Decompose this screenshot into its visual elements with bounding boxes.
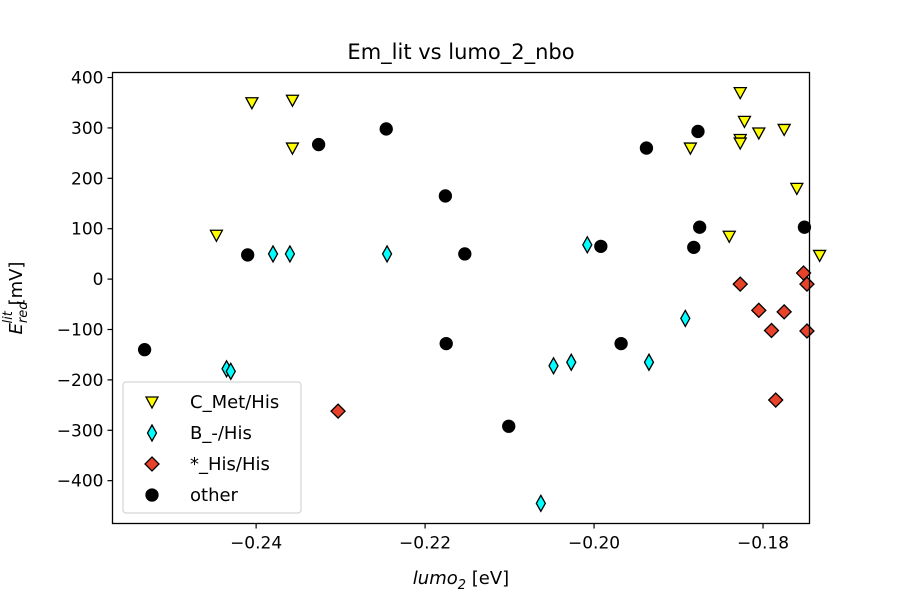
y-tick-label: 400 [71, 69, 103, 89]
x-tick-label: −0.20 [568, 534, 620, 554]
chart-title: Em_lit vs lumo_2_nbo [347, 40, 574, 65]
data-point-c-met-his [789, 182, 804, 196]
y-tick-label: −100 [57, 320, 104, 340]
data-point-his-his [799, 276, 815, 293]
data-point-b-his [535, 494, 547, 513]
plot-area [137, 87, 827, 513]
legend-label: C_Met/His [190, 392, 279, 413]
data-point-b-his [643, 352, 655, 372]
legend-marker [144, 396, 160, 410]
data-point-b-his [225, 361, 237, 381]
x-axis: −0.24 −0.22 −0.20 −0.18 [230, 523, 789, 554]
legend-label: B_-/His [190, 423, 252, 444]
y-axis-label-sup: lit [1, 310, 16, 323]
legend-label: *_His/His [190, 454, 270, 475]
data-point-other [614, 336, 628, 351]
data-point-his-his [767, 392, 784, 408]
y-tick-label: −400 [57, 472, 104, 492]
data-point-other [311, 137, 326, 152]
data-point-c-met-his [777, 123, 792, 137]
data-point-b-his [284, 244, 296, 264]
legend-marker [144, 456, 160, 472]
data-point-c-met-his [812, 249, 827, 263]
legend-label: other [190, 485, 239, 506]
y-axis-label-unit: [mV] [6, 262, 27, 312]
data-point-b-his [566, 352, 577, 372]
legend-marker [146, 423, 158, 443]
data-point-his-his [799, 323, 815, 339]
data-point-his-his [732, 276, 749, 293]
x-axis-label-sub: 2 [458, 578, 466, 593]
data-point-other [438, 189, 453, 203]
data-point-b-his [582, 235, 593, 255]
x-tick-label: −0.22 [399, 534, 451, 554]
data-point-c-met-his [285, 94, 300, 108]
data-point-c-met-his [733, 137, 748, 151]
data-point-other [137, 343, 152, 357]
data-point-c-met-his [751, 127, 766, 141]
y-axis: 400 300 200 100 0 −100 −200 −300 −400 [57, 69, 113, 492]
data-point-b-his [267, 244, 279, 264]
data-point-other [687, 240, 701, 255]
data-point-his-his [330, 403, 346, 420]
x-axis-label-main: lumo [413, 568, 458, 589]
data-point-b-his [680, 309, 691, 328]
data-point-other [691, 124, 705, 139]
data-point-c-met-his [244, 97, 259, 111]
data-point-other [693, 220, 707, 234]
y-tick-label: −200 [57, 371, 104, 391]
data-point-c-met-his [733, 87, 748, 101]
legend-marker [145, 488, 159, 502]
data-point-c-met-his [737, 115, 752, 129]
data-point-other [379, 122, 393, 136]
y-tick-label: 200 [71, 169, 103, 189]
data-point-c-met-his [209, 229, 224, 243]
data-point-other [439, 336, 453, 351]
y-tick-label: 0 [93, 270, 104, 290]
y-tick-label: −300 [57, 421, 104, 441]
y-tick-label: 300 [71, 119, 103, 139]
data-point-c-met-his [285, 142, 300, 156]
x-tick-label: −0.18 [737, 534, 789, 554]
y-tick-label: 100 [71, 220, 103, 240]
data-point-his-his [776, 303, 793, 320]
y-axis-label-sub: red [16, 301, 31, 323]
y-axis-label-main: E [6, 322, 27, 334]
data-point-other [458, 247, 472, 261]
legend-box [122, 381, 302, 514]
y-axis-label: Eredlit [mV] [1, 262, 31, 335]
data-point-b-his [381, 244, 393, 264]
data-point-his-his [750, 302, 767, 319]
x-axis-label-unit: [eV] [466, 568, 509, 589]
data-point-other [639, 141, 654, 155]
data-point-his-his [763, 322, 780, 339]
data-point-c-met-his [683, 142, 698, 156]
x-axis-label: lumo2 [eV] [413, 568, 509, 593]
plot-frame [111, 71, 811, 525]
x-tick-label: −0.24 [230, 534, 282, 554]
data-point-b-his [548, 356, 559, 376]
data-point-other [502, 419, 516, 433]
data-point-other [594, 239, 608, 253]
data-point-other [241, 248, 255, 262]
data-point-c-met-his [722, 230, 737, 244]
data-point-other [797, 220, 812, 234]
